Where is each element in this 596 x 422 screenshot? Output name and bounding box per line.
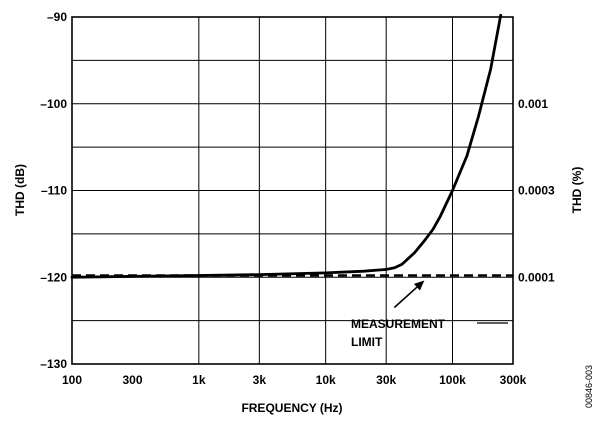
y2-tick-labels: 0.001 0.0003 0.0001 bbox=[518, 97, 555, 285]
y2-tick-label-0: 0.001 bbox=[518, 97, 548, 111]
x-tick-label-1k: 1k bbox=[192, 373, 206, 387]
y2-axis-title: THD (%) bbox=[570, 167, 584, 214]
thd-curve bbox=[70, 13, 503, 279]
measurement-limit-annotation: MEASUREMENT LIMIT bbox=[351, 280, 508, 349]
x-tick-label-300: 300 bbox=[122, 373, 142, 387]
x-tick-label-300k: 300k bbox=[500, 373, 527, 387]
y-tick-label-3: –120 bbox=[40, 270, 67, 284]
x-tick-labels: 100 300 1k 3k 10k 30k 100k 300k bbox=[62, 373, 527, 387]
y-tick-label-2: –110 bbox=[41, 184, 67, 198]
y-tick-label-0: –90 bbox=[47, 10, 67, 24]
x-tick-label-10k: 10k bbox=[316, 373, 336, 387]
y2-tick-label-2: 0.0001 bbox=[518, 270, 555, 284]
x-tick-label-3k: 3k bbox=[253, 373, 267, 387]
x-tick-label-100k: 100k bbox=[439, 373, 466, 387]
figure-id: 00846-003 bbox=[584, 365, 594, 408]
y2-tick-label-1: 0.0003 bbox=[518, 184, 555, 198]
x-axis-title: FREQUENCY (Hz) bbox=[241, 401, 342, 415]
plot-frame bbox=[71, 16, 514, 365]
annotation-text-line-1: MEASUREMENT bbox=[351, 317, 446, 331]
annotation-arrow-head bbox=[413, 280, 425, 291]
annotation-text-line-2: LIMIT bbox=[351, 335, 383, 349]
y-tick-labels: –90 –100 –110 –120 –130 bbox=[40, 10, 67, 371]
x-tick-label-100: 100 bbox=[62, 373, 82, 387]
y-tick-label-1: –100 bbox=[40, 97, 67, 111]
y-axis-title: THD (dB) bbox=[13, 164, 27, 216]
annotation-arrow-line bbox=[393, 286, 418, 309]
x-tick-label-30k: 30k bbox=[376, 373, 396, 387]
grid-layer bbox=[72, 17, 513, 364]
series-layer bbox=[70, 13, 513, 279]
y-tick-label-4: –130 bbox=[40, 357, 67, 371]
